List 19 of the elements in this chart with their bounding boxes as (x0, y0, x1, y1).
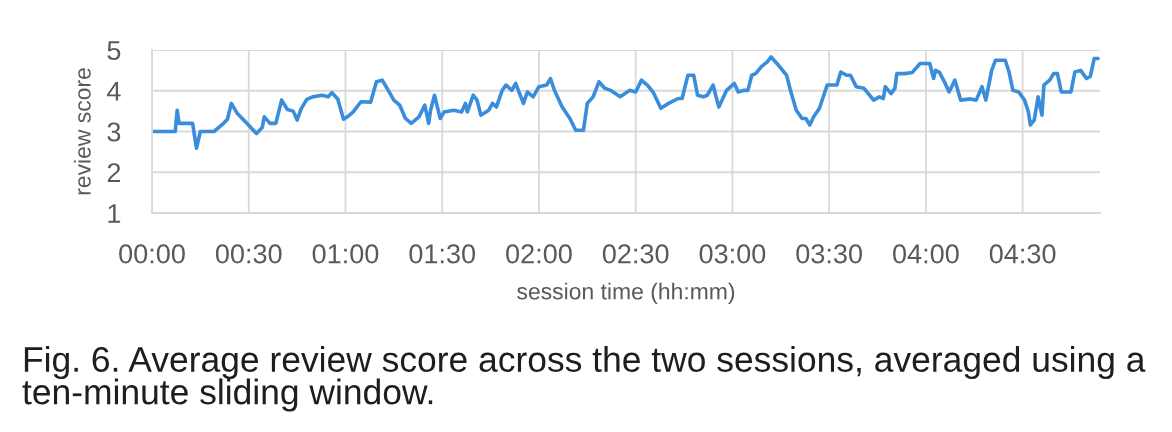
x-tick-label: 02:30 (602, 244, 669, 264)
y-tick-label: 5 (107, 41, 121, 61)
y-tick-label: 1 (108, 204, 121, 223)
y-tick-label: 3 (107, 122, 121, 142)
y-axis-title: review score (73, 68, 91, 195)
x-tick-label: 04:00 (893, 244, 959, 264)
x-tick-label: 02:00 (506, 244, 572, 264)
x-tick-label: 03:00 (699, 244, 766, 264)
y-tick-label: 2 (107, 163, 121, 183)
x-axis-title: session time (hh:mm) (517, 282, 735, 305)
x-tick-label: 01:30 (409, 244, 476, 264)
caption: Fig. 6. Average review score across the two sessions, averaged using a ten-minute sliding window. (22, 346, 1146, 412)
line-series (152, 55, 1100, 151)
x-tick-label: 01:00 (312, 244, 379, 264)
x-tick-label: 03:30 (796, 244, 862, 264)
x-tick-label: 00:00 (119, 244, 185, 264)
y-tick-label: 4 (107, 81, 121, 101)
x-tick-label: 04:30 (989, 244, 1056, 264)
x-tick-label: 00:30 (215, 244, 282, 264)
